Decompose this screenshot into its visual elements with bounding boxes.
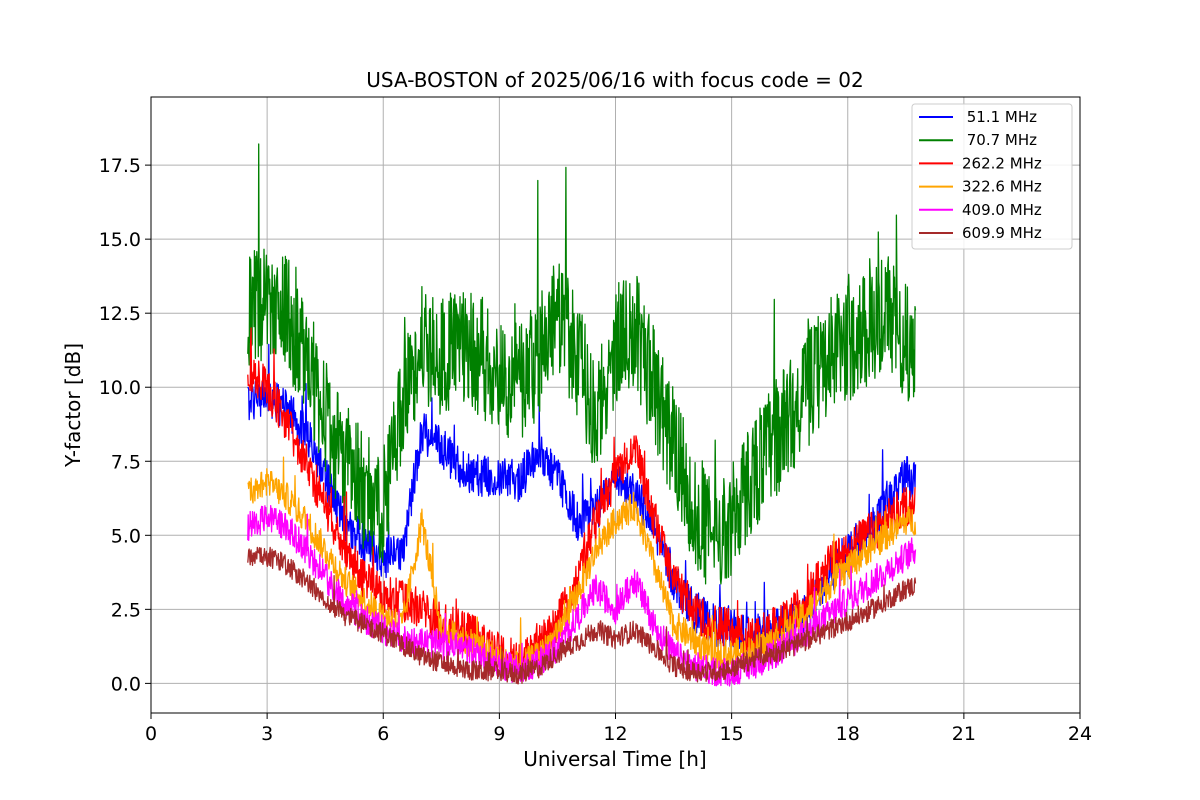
y-tick-label: 15.0: [99, 229, 141, 251]
legend-label: 51.1 MHz: [962, 108, 1037, 126]
legend: 51.1 MHz 70.7 MHz 262.2 MHz 322.6 MHz 409.0…: [911, 103, 1073, 250]
y-tick-label: 10.0: [99, 377, 141, 399]
x-tick-label: 21: [952, 723, 976, 745]
legend-label: 262.2 MHz: [962, 154, 1042, 172]
legend-label: 322.6 MHz: [962, 178, 1042, 196]
y-axis-label: Y-factor [dB]: [61, 343, 85, 468]
series-line: [247, 327, 916, 677]
series-line: [247, 143, 917, 585]
x-tick-label: 12: [603, 723, 627, 745]
x-tick-label: 0: [145, 723, 157, 745]
series-line: [247, 456, 917, 679]
x-tick-label: 9: [493, 723, 505, 745]
y-tick-label: 7.5: [111, 451, 141, 473]
x-tick-label: 18: [836, 723, 860, 745]
legend-label: 609.9 MHz: [962, 224, 1042, 242]
y-tick-label: 17.5: [99, 155, 141, 177]
y-tick-label: 5.0: [111, 525, 141, 547]
y-tick-label: 0.0: [111, 673, 141, 695]
y-axis: 0.0 2.5 5.0 7.5 10.0 12.5 15.0 17.5: [99, 155, 151, 695]
chart-title: USA-BOSTON of 2025/06/16 with focus code…: [366, 68, 863, 92]
series-layer: [247, 143, 917, 687]
y-tick-label: 12.5: [99, 303, 141, 325]
legend-label: 409.0 MHz: [962, 201, 1042, 219]
x-axis-label: Universal Time [h]: [523, 747, 706, 771]
series-line: [247, 546, 917, 685]
y-tick-label: 2.5: [111, 599, 141, 621]
legend-label: 70.7 MHz: [962, 131, 1037, 149]
x-tick-label: 15: [720, 723, 744, 745]
x-axis: 0 3 6 9 12 15 18 21 24: [145, 713, 1092, 745]
x-tick-label: 24: [1068, 723, 1092, 745]
x-tick-label: 3: [261, 723, 273, 745]
x-tick-label: 6: [377, 723, 389, 745]
